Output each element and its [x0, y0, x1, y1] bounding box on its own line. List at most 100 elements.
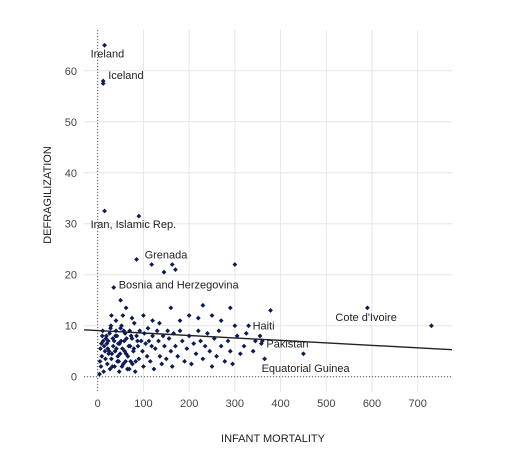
data-point	[125, 353, 131, 359]
data-point	[146, 338, 152, 344]
data-point	[214, 353, 219, 359]
data-point	[166, 336, 172, 341]
data-point	[102, 348, 108, 354]
data-point	[129, 315, 135, 321]
data-point	[232, 262, 238, 267]
y-tick-label: 60	[65, 66, 77, 78]
annotation-label: Cote d'Ivoire	[335, 312, 396, 324]
y-tick-label: 50	[65, 117, 77, 129]
data-point	[120, 346, 125, 352]
data-point	[104, 333, 109, 339]
data-point	[175, 353, 181, 359]
data-point	[205, 330, 210, 336]
data-point	[429, 323, 434, 329]
data-point	[168, 305, 174, 311]
data-point	[157, 353, 163, 359]
data-point	[149, 343, 155, 349]
data-point	[121, 328, 127, 334]
data-point	[106, 351, 112, 357]
data-point	[150, 333, 155, 339]
data-point	[100, 328, 106, 334]
data-point	[162, 343, 167, 349]
data-point	[246, 323, 251, 329]
data-point	[243, 330, 249, 336]
x-tick-label: 700	[409, 398, 427, 410]
annotation-label: Haiti	[253, 321, 275, 333]
x-tick-label: 200	[180, 398, 198, 410]
data-point	[103, 356, 108, 362]
y-axis-title: DEFRAGILIZATION	[42, 146, 54, 244]
data-point	[147, 359, 153, 364]
data-point	[134, 257, 139, 262]
data-point	[122, 348, 128, 354]
data-point	[109, 356, 114, 362]
data-point	[124, 336, 129, 341]
data-point	[227, 305, 233, 311]
data-point	[169, 364, 175, 369]
data-point	[109, 351, 115, 357]
data-point	[301, 351, 306, 357]
data-point	[218, 318, 224, 324]
data-point	[200, 356, 206, 362]
annotation-label: Iran, Islamic Rep.	[91, 219, 177, 231]
data-point	[207, 348, 213, 354]
annotation-label: Iceland	[108, 70, 143, 82]
data-point	[113, 333, 118, 339]
data-point	[117, 351, 123, 357]
data-point	[108, 323, 114, 329]
data-point	[136, 356, 142, 362]
y-tick-label: 20	[65, 270, 77, 282]
data-point	[98, 364, 104, 369]
data-point	[250, 348, 256, 354]
data-point	[132, 369, 138, 375]
data-point	[232, 323, 238, 329]
data-point	[135, 343, 141, 349]
y-tick-label: 30	[65, 219, 77, 231]
data-point	[102, 208, 107, 214]
data-point	[169, 262, 175, 267]
data-point	[131, 320, 137, 326]
data-point	[109, 313, 114, 318]
data-point	[165, 328, 171, 334]
data-point	[138, 338, 144, 344]
x-tick-label: 600	[363, 398, 381, 410]
data-point	[127, 343, 133, 349]
data-point	[113, 318, 119, 324]
data-point	[186, 333, 192, 339]
data-point	[114, 346, 119, 352]
data-point	[163, 356, 169, 362]
data-point	[227, 348, 233, 354]
data-point	[127, 328, 133, 334]
x-axis-title: INFANT MORTALITY	[221, 433, 326, 445]
data-point	[259, 338, 265, 344]
data-point	[128, 333, 134, 339]
data-point	[105, 338, 111, 344]
data-point	[365, 305, 370, 311]
data-point	[141, 330, 147, 336]
data-point	[234, 333, 240, 339]
x-tick-label: 500	[317, 398, 335, 410]
data-point	[262, 356, 267, 362]
x-tick-label: 100	[134, 398, 152, 410]
data-point	[209, 364, 215, 369]
data-point	[113, 328, 119, 334]
data-point	[114, 359, 120, 364]
data-point	[121, 338, 127, 344]
data-point	[104, 361, 110, 367]
data-point	[112, 364, 118, 369]
data-point	[119, 323, 124, 329]
data-point	[257, 333, 263, 339]
data-point	[173, 267, 178, 273]
data-point	[111, 285, 117, 290]
data-point	[118, 297, 123, 303]
data-point	[118, 338, 124, 344]
annotations: Ireland Iceland Iran, Islamic Rep. Grenada B…	[91, 48, 397, 375]
data-point	[107, 366, 113, 372]
data-points	[97, 42, 434, 377]
data-point	[193, 351, 199, 357]
data-point	[241, 343, 247, 349]
data-point	[144, 353, 150, 359]
data-point	[120, 313, 126, 318]
data-point	[195, 315, 201, 321]
annotation-label: Bosnia and Herzegovina	[119, 279, 240, 291]
